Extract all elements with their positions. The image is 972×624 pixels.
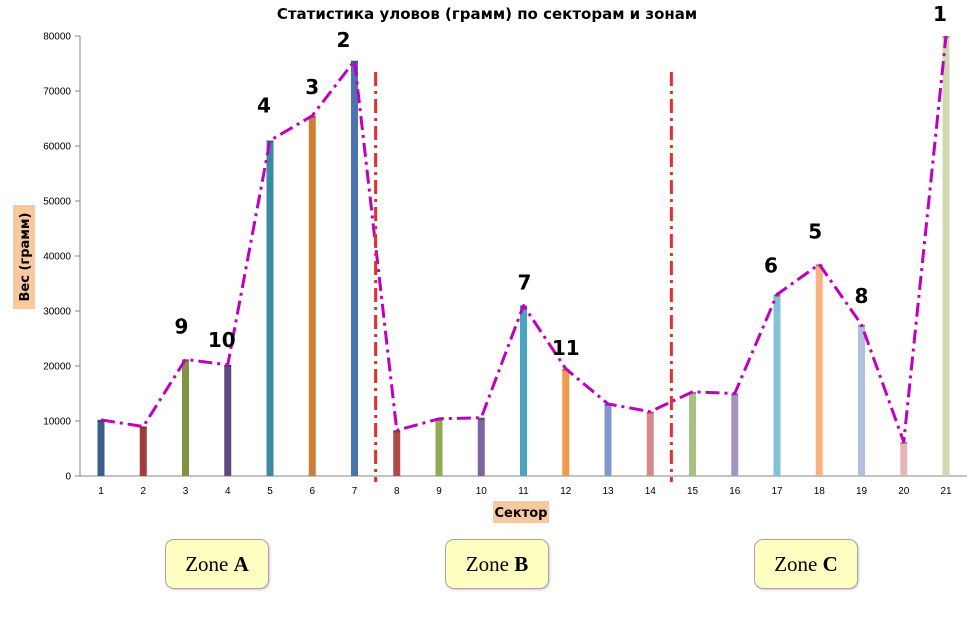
bar-top-shade	[266, 140, 274, 143]
zone-b-text: Zone	[465, 551, 515, 576]
x-tick-label: 5	[267, 486, 273, 497]
x-axis: 1 2 3 4 5 6 7 8 9 10 11 12 13 14 15 16 17 18 19 20 21	[80, 475, 967, 497]
bar-sector-17	[773, 294, 781, 476]
rank-label-sector-17: 6	[764, 254, 778, 278]
zone-c-label: Zone C	[754, 539, 858, 589]
y-tick-label: 70000	[43, 87, 71, 98]
y-tick-label: 40000	[43, 252, 71, 263]
bar-sector-16	[731, 393, 739, 476]
bar-sector-15	[689, 391, 696, 476]
bar-sector-5	[266, 140, 274, 476]
bar-sector-14	[646, 411, 654, 476]
rank-label-sector-11: 7	[518, 271, 532, 295]
x-tick-label: 6	[309, 486, 315, 497]
y-axis-title: Вес (грамм)	[18, 213, 33, 302]
x-tick-label: 19	[856, 486, 868, 497]
bar-sector-8	[393, 430, 401, 476]
y-axis-title-box: Вес (грамм)	[13, 205, 35, 309]
bar-sector-1	[97, 419, 105, 476]
zone-a-letter: A	[233, 551, 249, 576]
x-tick-label: 7	[352, 486, 358, 497]
x-tick-label: 21	[940, 486, 952, 497]
y-tick-label: 80000	[43, 32, 71, 43]
zone-c-letter: C	[822, 551, 838, 576]
x-tick-label: 8	[394, 486, 400, 497]
rank-label-sector-19: 8	[855, 284, 869, 308]
zone-a-text: Zone	[185, 551, 234, 576]
zone-b-label: Zone B	[445, 539, 549, 589]
bar-sector-21	[942, 36, 950, 476]
y-tick-label: 60000	[43, 142, 71, 153]
rank-label-sector-5: 4	[257, 94, 271, 118]
bar-sector-3	[182, 359, 189, 476]
x-tick-label: 10	[476, 486, 488, 497]
bar-sector-20	[900, 441, 908, 476]
chart-title: Статистика уловов (грамм) по секторам и …	[277, 5, 697, 23]
y-tick-label: 50000	[43, 197, 71, 208]
rank-label-sector-3: 9	[175, 314, 189, 338]
x-tick-label: 16	[729, 486, 741, 497]
trend-line	[100, 35, 948, 444]
bar-sector-13	[604, 403, 612, 476]
bar-sector-6	[308, 115, 316, 476]
rank-label-sector-12: 11	[552, 336, 580, 360]
x-axis-title-bg	[493, 501, 549, 523]
bar-sector-10	[477, 417, 485, 476]
y-tick-label: 10000	[43, 417, 71, 428]
x-tick-label: 14	[645, 486, 657, 497]
rank-label-sector-6: 3	[305, 75, 319, 99]
zone-a-label: Zone A	[165, 539, 269, 589]
x-tick-label: 4	[225, 486, 231, 497]
x-tick-label: 17	[771, 486, 783, 497]
x-tick-label: 13	[602, 486, 614, 497]
rank-label-sector-4: 10	[208, 328, 236, 352]
rank-label-sector-21: 1	[933, 2, 947, 26]
bar-sector-4	[224, 364, 232, 476]
x-tick-label: 11	[518, 486, 529, 497]
bar-sector-7	[351, 60, 358, 476]
x-tick-label: 18	[814, 486, 826, 497]
bar-top-shade	[477, 417, 485, 420]
x-tick-label: 2	[140, 486, 146, 497]
x-axis-title-box: Сектор	[493, 501, 549, 523]
bar-sector-2	[139, 426, 147, 476]
rank-label-sector-18: 5	[808, 219, 822, 243]
y-axis-title-bg	[13, 205, 35, 309]
bars	[97, 36, 950, 476]
rank-label-sector-7: 2	[337, 28, 351, 52]
bar-sector-18	[815, 264, 823, 476]
x-tick-label: 9	[436, 486, 442, 497]
bar-top-shade	[351, 60, 358, 63]
bar-sector-19	[858, 324, 865, 476]
trend-polyline	[100, 35, 948, 444]
zone-c-text: Zone	[774, 551, 823, 576]
x-tick-label: 20	[898, 486, 910, 497]
y-axis: 0 10000 20000 30000 40000 50000 60000 70000 8000…	[43, 32, 81, 483]
y-tick-label: 20000	[43, 362, 71, 373]
bar-sector-9	[435, 418, 443, 476]
bar-top-shade	[139, 426, 147, 429]
x-tick-label: 12	[560, 486, 572, 497]
y-tick-label: 0	[65, 472, 71, 483]
x-tick-label: 1	[98, 486, 104, 497]
x-axis-title: Сектор	[495, 506, 548, 521]
rank-labels: 9 10 4 32 7 11 6 5 8 1	[175, 2, 947, 360]
x-tick-label: 3	[183, 486, 189, 497]
bar-sector-12	[562, 368, 570, 476]
x-tick-label: 15	[687, 486, 699, 497]
zone-b-letter: B	[514, 551, 529, 576]
bar-sector-11	[520, 305, 527, 476]
y-tick-label: 30000	[43, 307, 71, 318]
